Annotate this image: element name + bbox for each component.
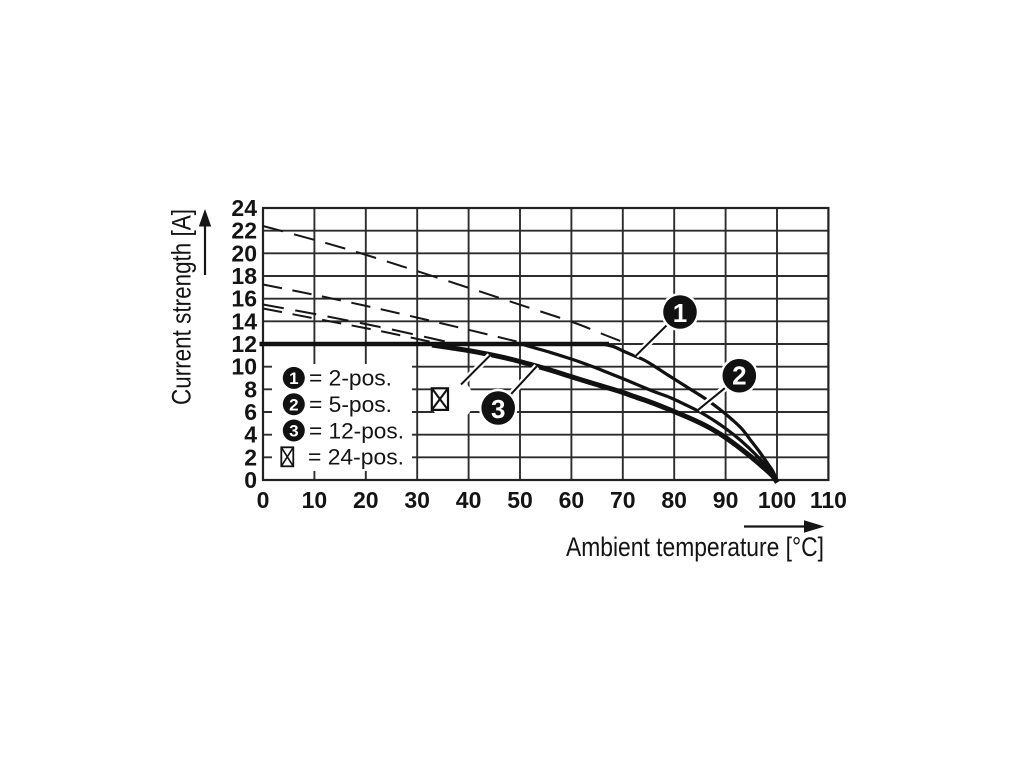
svg-text:110: 110 — [810, 487, 847, 513]
svg-text:30: 30 — [404, 487, 430, 513]
svg-text:2: 2 — [732, 361, 746, 391]
svg-text:= 12-pos.: = 12-pos. — [309, 418, 404, 443]
svg-text:14: 14 — [231, 308, 257, 334]
svg-text:20: 20 — [353, 487, 379, 513]
svg-text:2: 2 — [244, 444, 257, 470]
svg-text:100: 100 — [758, 487, 796, 513]
svg-text:24: 24 — [231, 195, 257, 221]
svg-text:8: 8 — [244, 376, 257, 402]
svg-text:80: 80 — [661, 487, 687, 513]
svg-text:3: 3 — [491, 394, 505, 424]
svg-text:16: 16 — [231, 286, 257, 312]
svg-text:70: 70 — [610, 487, 636, 513]
svg-text:20: 20 — [231, 240, 257, 266]
svg-text:40: 40 — [456, 487, 482, 513]
svg-text:60: 60 — [559, 487, 585, 513]
svg-text:= 24-pos.: = 24-pos. — [308, 445, 404, 470]
svg-text:18: 18 — [231, 263, 257, 289]
svg-text:50: 50 — [507, 487, 533, 513]
svg-text:= 2-pos.: = 2-pos. — [309, 366, 392, 391]
svg-text:3: 3 — [289, 422, 298, 441]
svg-text:90: 90 — [713, 487, 739, 513]
svg-text:10: 10 — [302, 487, 328, 513]
svg-text:22: 22 — [231, 218, 257, 244]
svg-text:12: 12 — [231, 331, 257, 357]
svg-text:Current strength [A]: Current strength [A] — [167, 209, 197, 405]
svg-text:1: 1 — [673, 298, 687, 328]
svg-text:0: 0 — [244, 467, 257, 493]
svg-text:0: 0 — [257, 487, 270, 513]
svg-text:2: 2 — [289, 395, 298, 414]
svg-text:Ambient temperature [°C]: Ambient temperature [°C] — [566, 532, 824, 562]
svg-text:= 5-pos.: = 5-pos. — [309, 392, 392, 417]
svg-text:1: 1 — [289, 369, 298, 388]
svg-text:4: 4 — [244, 422, 257, 448]
svg-text:10: 10 — [231, 354, 257, 380]
svg-text:6: 6 — [244, 399, 257, 425]
